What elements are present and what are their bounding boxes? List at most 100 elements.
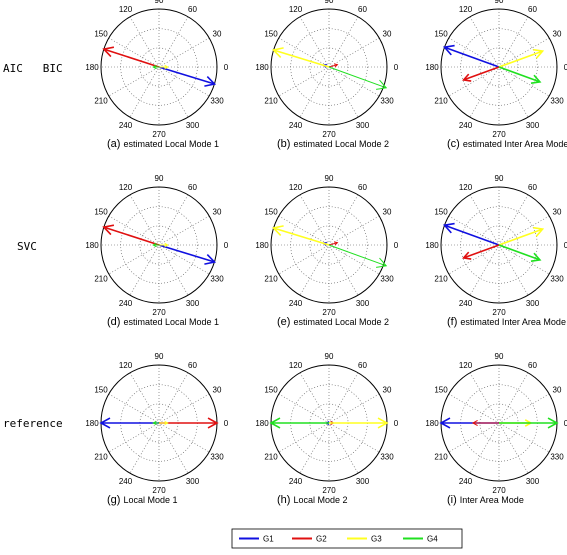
arrow-head-g4: [530, 252, 542, 262]
angle-tick-label: 30: [213, 386, 222, 395]
arrow-head-g4: [269, 417, 281, 429]
polar-grid-circle: [479, 225, 519, 265]
angle-tick-label: 90: [495, 0, 504, 5]
angle-tick-label: 180: [425, 419, 439, 428]
legend-label-g4: G4: [427, 535, 438, 544]
angle-tick-label: 270: [322, 130, 336, 139]
angle-tick-label: 120: [459, 361, 473, 370]
arrow-head-g3: [533, 48, 545, 59]
arrow-head-g2: [471, 419, 478, 427]
arrow-head-g3: [271, 47, 284, 58]
polar-grid-circle: [309, 225, 349, 265]
panel-title: estimated Inter Area Mode: [460, 317, 566, 327]
arrow-head-g2: [462, 251, 472, 260]
angle-tick-label: 300: [356, 299, 370, 308]
angle-tick-label: 240: [119, 299, 133, 308]
angle-tick-label: 300: [526, 477, 540, 486]
panel-caption: (e) estimated Local Mode 2: [277, 316, 389, 328]
angle-tick-label: 120: [459, 183, 473, 192]
panel-letter: (a): [107, 138, 120, 150]
arrow-g2: [103, 226, 160, 246]
arrow-g4: [328, 244, 387, 267]
angle-tick-label: 90: [325, 174, 334, 183]
angle-tick-label: 120: [119, 183, 133, 192]
angle-tick-label: 90: [155, 352, 164, 361]
angle-tick-label: 0: [224, 241, 229, 250]
angle-tick-label: 30: [553, 386, 562, 395]
arrow-head-g1: [204, 254, 217, 265]
arrow-head-g4: [152, 420, 157, 426]
arrow-head-g4: [152, 242, 157, 248]
arrow-head-g1: [204, 76, 217, 87]
angle-tick-label: 210: [264, 453, 278, 462]
polar-grid-spoke: [448, 215, 550, 275]
angle-tick-label: 180: [85, 241, 99, 250]
panel-title: Local Mode 1: [123, 495, 177, 505]
arrow-head-g4: [530, 74, 542, 84]
panel-caption: (a) estimated Local Mode 1: [107, 138, 219, 150]
legend: G1 G2 G3 G4: [231, 528, 463, 549]
angle-tick-label: 120: [289, 183, 303, 192]
polar-grid-circle: [309, 47, 349, 87]
panel-caption: (d) estimated Local Mode 1: [107, 316, 219, 328]
angle-tick-label: 150: [94, 30, 108, 39]
angle-tick-label: 240: [289, 477, 303, 486]
angle-tick-label: 0: [564, 241, 567, 250]
panel-letter: (g): [107, 494, 120, 506]
arrow-head-g3: [164, 64, 169, 70]
angle-tick-label: 150: [264, 30, 278, 39]
arrow-g4: [498, 66, 541, 83]
angle-tick-label: 210: [94, 453, 108, 462]
legend-label-g3: G3: [371, 535, 382, 544]
panel-caption: (i) Inter Area Mode: [447, 494, 524, 506]
polar-grid-spoke: [448, 393, 550, 453]
angle-tick-label: 300: [186, 299, 200, 308]
arrow-head-g2: [333, 63, 339, 68]
angle-tick-label: 330: [550, 97, 564, 106]
angle-tick-label: 30: [383, 208, 392, 217]
angle-tick-label: 0: [224, 419, 229, 428]
angle-tick-label: 60: [528, 5, 537, 14]
arrow-head-g2: [102, 46, 115, 58]
angle-tick-label: 240: [459, 299, 473, 308]
panel-caption: (c) estimated Inter Area Mode: [447, 138, 567, 150]
arrow-head-g3: [271, 225, 284, 236]
panel-title: estimated Local Mode 1: [123, 317, 219, 327]
angle-tick-label: 240: [289, 299, 303, 308]
angle-tick-label: 180: [255, 419, 269, 428]
angle-tick-label: 300: [526, 299, 540, 308]
angle-tick-label: 210: [434, 97, 448, 106]
polar-outer-circle: [440, 186, 558, 304]
angle-tick-label: 60: [358, 183, 367, 192]
angle-tick-label: 330: [550, 275, 564, 284]
angle-tick-label: 150: [264, 208, 278, 217]
angle-tick-label: 90: [325, 0, 334, 5]
polar-grid-spoke: [448, 37, 550, 97]
angle-tick-label: 270: [152, 486, 166, 495]
arrow-g1: [444, 224, 500, 246]
arrow-head-g1: [439, 417, 451, 429]
angle-tick-label: 150: [264, 386, 278, 395]
panel-letter: (c): [447, 138, 460, 150]
arrow-head-g1: [99, 417, 111, 429]
panel-caption: (g) Local Mode 1: [107, 494, 178, 506]
angle-tick-label: 210: [434, 275, 448, 284]
angle-tick-label: 90: [495, 352, 504, 361]
angle-tick-label: 150: [94, 386, 108, 395]
angle-tick-label: 120: [119, 361, 133, 370]
angle-tick-label: 30: [213, 208, 222, 217]
arrow-head-g4: [547, 417, 559, 429]
angle-tick-label: 120: [289, 5, 303, 14]
arrow-g2: [463, 244, 500, 259]
angle-tick-label: 300: [356, 477, 370, 486]
arrow-head-g2: [207, 417, 219, 429]
angle-tick-label: 120: [119, 5, 133, 14]
angle-tick-label: 330: [210, 275, 224, 284]
angle-tick-label: 180: [425, 241, 439, 250]
angle-tick-label: 0: [394, 419, 399, 428]
angle-tick-label: 330: [380, 275, 394, 284]
